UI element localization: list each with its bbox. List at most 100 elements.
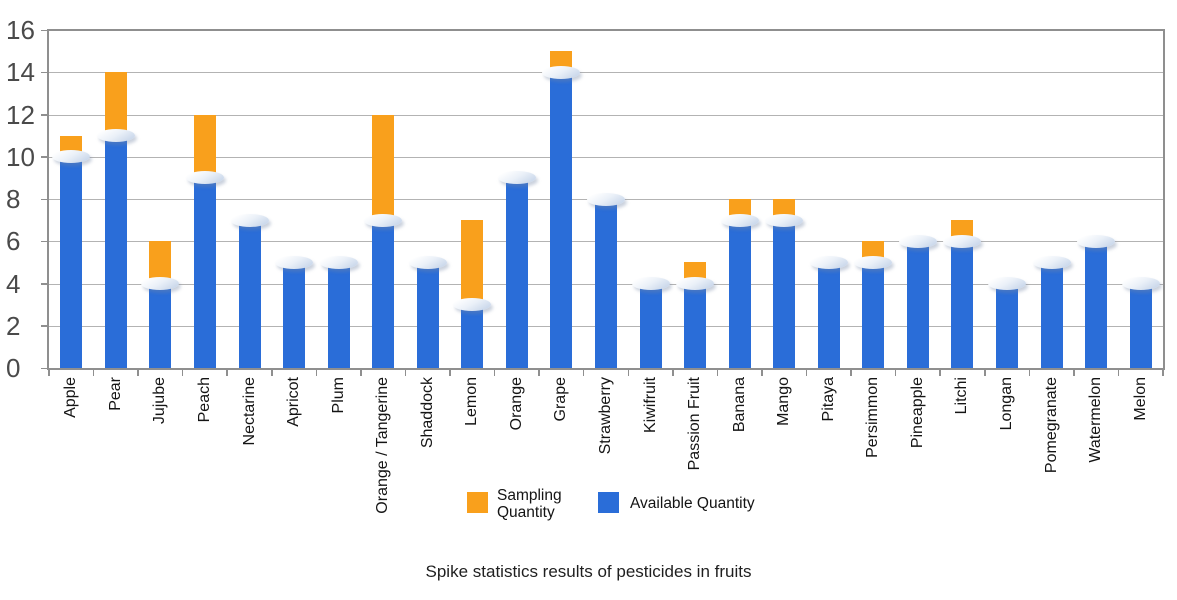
y-tick [41, 198, 48, 200]
bar-available [1129, 283, 1152, 368]
legend-swatch-sampling [467, 492, 488, 513]
bar-cap [943, 234, 982, 248]
bar-cap [52, 150, 91, 164]
y-axis-label: 0 [6, 353, 21, 383]
bar-available [684, 283, 707, 368]
x-axis-label: Apricot [285, 377, 303, 427]
x-axis-label: Orange [507, 377, 525, 431]
x-tick [226, 370, 228, 376]
x-tick [271, 370, 273, 376]
bar-available [996, 283, 1019, 368]
x-axis-label: Plum [329, 377, 347, 414]
x-tick [538, 370, 540, 376]
plot-border-right [1163, 29, 1165, 370]
x-tick [716, 370, 719, 376]
x-axis-label: Pear [106, 377, 124, 411]
y-tick [41, 325, 48, 327]
bar-cap [96, 129, 135, 143]
bar-available [906, 241, 929, 368]
bar-available [372, 220, 395, 368]
bar-cap [988, 277, 1027, 290]
x-tick [1117, 370, 1120, 376]
x-axis-label: Mango [775, 377, 793, 426]
bar-available [149, 283, 172, 368]
y-tick [41, 367, 48, 369]
y-axis-label: 8 [6, 184, 21, 214]
x-axis-label: Jujube [151, 377, 169, 425]
x-tick [672, 370, 674, 376]
bar-sampling [372, 114, 395, 221]
legend-label-sampling: Sampling Quantity [497, 487, 562, 521]
y-tick [41, 240, 48, 243]
x-tick [493, 370, 496, 376]
x-axis-label: Orange / Tangerine [374, 377, 392, 514]
x-tick [894, 370, 897, 376]
bar-available [773, 220, 796, 368]
bar-cap [408, 255, 447, 269]
bar-cap [809, 255, 848, 269]
x-axis-label: Banana [730, 377, 748, 433]
x-tick [181, 370, 184, 376]
x-tick [1028, 370, 1031, 376]
bar-sampling [193, 114, 216, 178]
bar-available [238, 220, 261, 368]
y-tick [41, 283, 48, 285]
bar-cap [1121, 277, 1160, 290]
bar-cap [364, 213, 403, 227]
y-axis-label: 6 [6, 226, 21, 257]
y-axis-label: 10 [6, 141, 35, 172]
y-axis-label: 12 [6, 99, 35, 130]
y-tick [41, 71, 48, 74]
x-axis-label: Lemon [463, 377, 481, 426]
bar-available [1040, 262, 1063, 368]
bar-cap [676, 277, 715, 290]
x-tick [137, 370, 139, 376]
bar-sampling [149, 241, 172, 284]
bar-available [951, 241, 974, 368]
x-tick [360, 370, 362, 376]
bar-cap [497, 171, 536, 185]
x-tick [582, 370, 585, 376]
bar-available [1085, 241, 1108, 368]
x-axis-label: Longan [998, 377, 1016, 431]
x-axis-label: Pineapple [908, 377, 926, 449]
y-tick [41, 156, 48, 158]
bar-available [327, 262, 350, 368]
bar-cap [1032, 255, 1071, 269]
gridline [49, 156, 1163, 158]
x-axis-label: Melon [1131, 377, 1149, 421]
x-axis-label: Shaddock [418, 377, 436, 449]
x-axis-label: Watermelon [1087, 377, 1105, 463]
bar-cap [854, 255, 893, 269]
gridline [49, 72, 1163, 74]
x-axis-label: Pitaya [819, 377, 837, 422]
bar-available [595, 199, 617, 368]
x-tick [850, 370, 852, 376]
bar-sampling [104, 72, 127, 136]
bar-cap [765, 213, 804, 227]
y-axis-label: 2 [6, 310, 21, 341]
bar-available [193, 177, 216, 368]
x-tick [939, 370, 941, 376]
x-tick [92, 370, 95, 376]
x-axis-label: Persimmon [864, 377, 882, 458]
bar-cap [898, 234, 937, 248]
x-axis-label: Nectarine [240, 377, 258, 446]
x-axis-label: Apple [62, 377, 80, 418]
x-axis-label: Passion Fruit [686, 377, 704, 471]
gridline [49, 114, 1163, 116]
y-tick [41, 114, 48, 116]
y-tick [41, 29, 48, 31]
bar-available [862, 262, 885, 368]
x-tick [627, 370, 630, 376]
bar-available [283, 262, 306, 368]
bar-cap [1077, 234, 1116, 248]
x-axis-label: Grape [552, 377, 570, 422]
bar-available [60, 156, 83, 368]
bar-cap [275, 255, 314, 269]
bar-cap [185, 171, 224, 185]
bar-available [104, 135, 127, 368]
x-tick [984, 370, 986, 376]
bar-cap [631, 277, 670, 290]
